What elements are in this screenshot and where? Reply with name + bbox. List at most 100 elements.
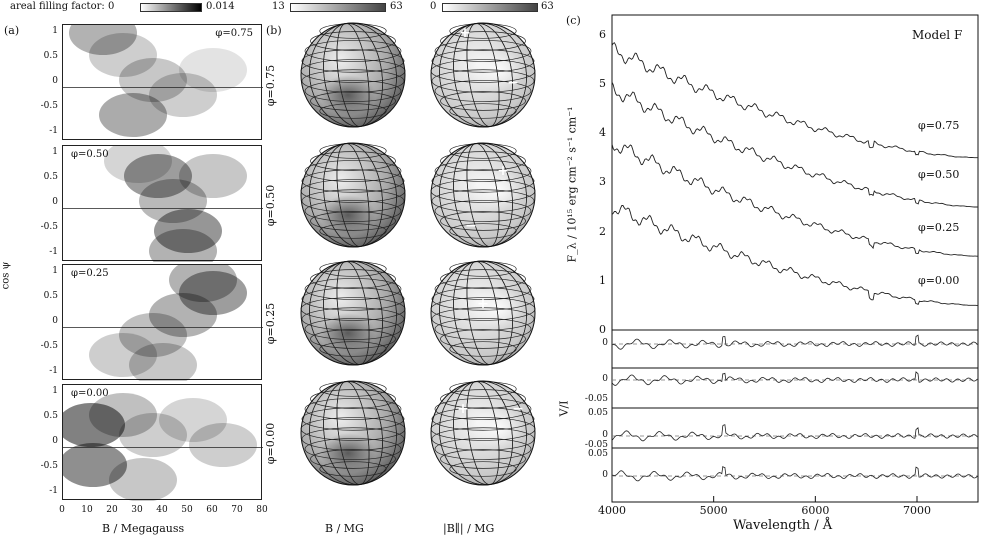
spectrum-y-tick: 0 [599, 323, 606, 336]
field-strength-sphere [300, 380, 406, 486]
residual-tick: -0.05 [584, 440, 608, 450]
longitudinal-field-sphere: +− [430, 22, 536, 128]
spectrum-curve [611, 205, 978, 306]
wavelength-tick: 4000 [598, 504, 626, 517]
colorbar-a-min: 0 [107, 1, 115, 12]
panel-a-tag: (a) [4, 24, 20, 37]
y-tick-label: 0.5 [43, 411, 58, 421]
svg-text:+: + [459, 25, 471, 41]
residual-tick: 0 [602, 374, 608, 384]
x-tick-label: 50 [181, 505, 193, 515]
residual-tick: 0 [602, 338, 608, 348]
curve-phase-label: φ=0.75 [918, 119, 960, 132]
panel-c-xlabel: Wavelength / Å [733, 518, 833, 533]
residual-tick: 0 [602, 430, 608, 440]
spectrum-y-tick: 4 [599, 126, 606, 140]
spectrum-curve [611, 81, 978, 208]
phase-label: φ=0.50 [71, 149, 109, 160]
svg-text:−: − [512, 401, 524, 417]
colorbar-b2-max: 63 [541, 1, 554, 12]
x-tick-label: 80 [256, 505, 268, 515]
x-tick-label: 70 [231, 505, 243, 515]
y-tick-label: -0.5 [40, 101, 58, 111]
y-tick-label: 0 [52, 316, 58, 326]
colorbar-b1-min: 13 [272, 1, 285, 12]
phase-label: φ=0.00 [71, 388, 109, 399]
panel-b-tag: (b) [266, 24, 282, 37]
x-tick-label: 20 [106, 505, 118, 515]
y-tick-label: -0.5 [40, 222, 58, 232]
panel-c-tag: (c) [566, 14, 581, 27]
wavelength-tick: 7000 [903, 504, 931, 517]
y-tick-label: 0 [52, 436, 58, 446]
filling-factor-panel: φ=0.50 [62, 145, 263, 262]
phase-label: φ=0.75 [215, 28, 253, 39]
curve-phase-label: φ=0.25 [918, 221, 960, 234]
field-strength-sphere [300, 22, 406, 128]
y-tick-label: 0 [52, 197, 58, 207]
spectrum-y-tick: 5 [599, 76, 606, 90]
colorbar-a [140, 3, 202, 12]
colorbar-a-label: areal filling factor: [10, 1, 105, 12]
spectrum-curve [611, 143, 978, 257]
residual-ylabel: V/I [557, 400, 571, 417]
x-tick-label: 60 [206, 505, 218, 515]
residual-curve [611, 424, 979, 442]
spectrum-curve [611, 42, 978, 159]
y-tick-label: 0.5 [43, 51, 58, 61]
filling-factor-panel: φ=0.00 [62, 384, 263, 501]
longitudinal-field-sphere: +− [430, 380, 536, 486]
colorbar-b1 [290, 3, 386, 12]
y-tick-label: 0.5 [43, 172, 58, 182]
spectrum-y-tick: 2 [599, 224, 606, 238]
residual-curve [611, 371, 979, 386]
panel-a-xlabel: B / Megagauss [102, 522, 185, 535]
residual-tick: 0.05 [587, 408, 608, 418]
longitudinal-field-sphere: +− [430, 142, 536, 248]
y-tick-label: -0.5 [40, 461, 58, 471]
colorbar-b2-min: 0 [430, 1, 437, 12]
svg-text:−: − [465, 218, 477, 234]
wavelength-tick: 6000 [801, 504, 830, 517]
filling-factor-panel: φ=0.25 [62, 264, 263, 381]
x-tick-label: 30 [131, 505, 143, 515]
panel-c-ylabel: F_λ / 10¹⁵ erg cm⁻² s⁻¹ cm⁻¹ [565, 106, 579, 263]
svg-text:+: + [497, 163, 509, 179]
y-tick-label: 1 [52, 386, 58, 396]
spectrum-y-tick: 6 [599, 27, 606, 41]
col1-label: B / MG [325, 522, 364, 535]
model-label: Model F [912, 28, 963, 42]
phase-label: φ=0.25 [71, 268, 109, 279]
y-tick-label: 1 [52, 266, 58, 276]
svg-text:+: + [457, 401, 469, 417]
residual-tick: 0.05 [587, 449, 608, 459]
y-tick-label: -0.5 [40, 341, 58, 351]
y-tick-label: 0.5 [43, 291, 58, 301]
wavelength-tick: 5000 [699, 504, 728, 517]
filling-factor-panel: φ=0.75 [62, 24, 263, 140]
svg-text:−: − [507, 75, 519, 91]
colorbar-b1-max: 63 [390, 1, 403, 12]
residual-curve [611, 334, 979, 350]
curve-phase-label: φ=0.00 [918, 274, 960, 287]
x-tick-label: 40 [156, 505, 168, 515]
y-tick-label: 1 [52, 26, 58, 36]
spectrum-y-tick: 3 [599, 175, 606, 189]
longitudinal-field-sphere: + [430, 260, 536, 366]
field-strength-sphere [300, 142, 406, 248]
residual-curve [611, 465, 979, 482]
x-tick-label: 0 [59, 505, 65, 515]
y-tick-label: -1 [49, 247, 58, 257]
y-tick-label: -1 [49, 486, 58, 496]
y-tick-label: -1 [49, 126, 58, 136]
spheres-grid: +−+−++ − [300, 22, 536, 486]
colorbar-b2 [442, 3, 538, 12]
field-strength-sphere [300, 260, 406, 366]
spectrum-y-tick: 1 [599, 273, 606, 287]
y-tick-label: 1 [52, 147, 58, 157]
y-tick-label: -1 [49, 366, 58, 376]
curve-phase-label: φ=0.50 [918, 168, 960, 181]
svg-text:+: + [477, 296, 489, 312]
residual-tick: 0 [602, 470, 608, 480]
